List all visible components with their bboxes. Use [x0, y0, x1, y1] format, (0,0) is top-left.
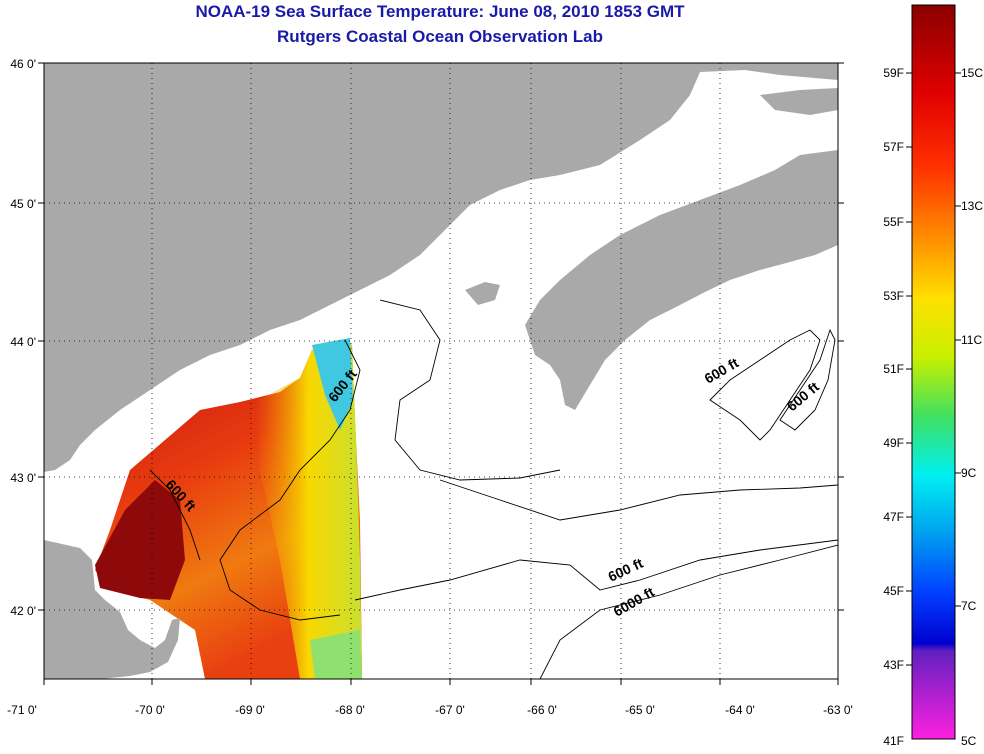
lon-tick-label: -66 0' — [527, 703, 557, 717]
lat-tick-label: 43 0' — [10, 471, 36, 485]
sst-swath-east — [255, 340, 362, 679]
colorbar-label-f: 41F — [883, 734, 904, 748]
sst-swath-warm-core — [95, 480, 185, 600]
colorbar-label-f: 55F — [883, 215, 904, 229]
map-subtitle: Rutgers Coastal Ocean Observation Lab — [277, 27, 603, 46]
colorbar-label-f: 51F — [883, 362, 904, 376]
colorbar-label-c: 7C — [961, 599, 977, 613]
lon-tick-label: -65 0' — [625, 703, 655, 717]
land-massachusetts — [44, 540, 180, 679]
frame-ticks — [38, 62, 844, 685]
colorbar-label-f: 47F — [883, 510, 904, 524]
map-frame — [43, 62, 839, 680]
land-maine — [44, 63, 838, 472]
sst-swath-cool-south — [310, 630, 362, 679]
lat-tick-label: 46 0' — [10, 57, 36, 71]
colorbar-label-c: 11C — [961, 333, 982, 347]
lat-tick-label: 45 0' — [10, 197, 36, 211]
colorbar-label-c: 5C — [961, 734, 977, 748]
lon-tick-label: -63 0' — [823, 703, 853, 717]
sst-swath-cool — [312, 338, 353, 430]
lon-tick-label: -70 0' — [135, 703, 165, 717]
colorbar-label-f: 49F — [883, 436, 904, 450]
colorbar-label-f: 59F — [883, 66, 904, 80]
colorbar-label-c: 13C — [961, 199, 983, 213]
lat-tick-label: 44 0' — [10, 335, 36, 349]
colorbar-label-c: 15C — [961, 66, 983, 80]
lat-tick-label: 42 0' — [10, 604, 36, 618]
lon-tick-label: -67 0' — [435, 703, 465, 717]
temperature-colorbar — [911, 4, 956, 740]
colorbar-label-f: 57F — [883, 140, 904, 154]
land-nova-scotia — [525, 150, 838, 410]
colorbar-ticks — [906, 72, 961, 666]
land-pei — [760, 88, 838, 115]
lon-tick-label: -69 0' — [235, 703, 265, 717]
lon-tick-label: -71 0' — [7, 703, 37, 717]
depth-contours — [149, 299, 838, 679]
colorbar-label-f: 43F — [883, 658, 904, 672]
lon-tick-label: -64 0' — [725, 703, 755, 717]
land-grand-manan — [465, 282, 500, 305]
colorbar-label-c: 9C — [961, 466, 977, 480]
colorbar-label-f: 45F — [883, 584, 904, 598]
colorbar-label-f: 53F — [883, 289, 904, 303]
map-title: NOAA-19 Sea Surface Temperature: June 08… — [195, 2, 685, 21]
lon-tick-label: -68 0' — [335, 703, 365, 717]
